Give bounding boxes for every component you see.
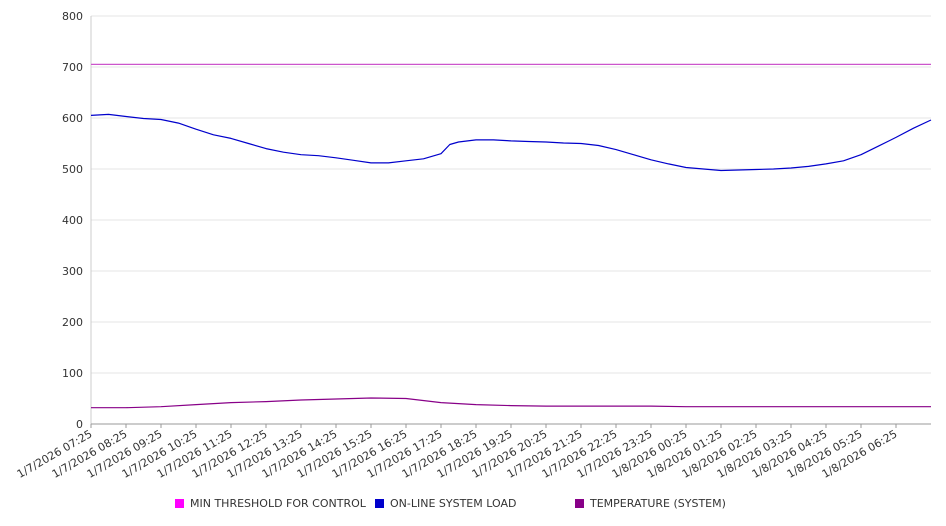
y-tick-labels: 0 100 200 300 400 500 600 700 800 bbox=[62, 10, 83, 431]
legend-swatch-system-load bbox=[375, 499, 384, 508]
legend-label-min-threshold: MIN THRESHOLD FOR CONTROL bbox=[190, 497, 366, 510]
x-tick-labels: 1/7/2026 07:251/7/2026 08:251/7/2026 09:… bbox=[15, 427, 900, 481]
y-tick-label: 0 bbox=[76, 418, 83, 431]
series-line-1 bbox=[90, 113, 932, 172]
y-tick-label: 700 bbox=[62, 61, 83, 74]
legend-swatch-min-threshold bbox=[175, 499, 184, 508]
gridlines bbox=[91, 15, 931, 374]
y-tick-label: 500 bbox=[62, 163, 83, 176]
y-tick-label: 100 bbox=[62, 367, 83, 380]
y-tick-label: 800 bbox=[62, 10, 83, 23]
legend-item-temperature[interactable]: TEMPERATURE (SYSTEM) bbox=[575, 497, 726, 510]
legend: MIN THRESHOLD FOR CONTROL ON-LINE SYSTEM… bbox=[0, 497, 946, 515]
legend-swatch-temperature bbox=[575, 499, 584, 508]
legend-label-temperature: TEMPERATURE (SYSTEM) bbox=[590, 497, 726, 510]
legend-item-system-load[interactable]: ON-LINE SYSTEM LOAD bbox=[375, 497, 516, 510]
y-tick-label: 400 bbox=[62, 214, 83, 227]
y-tick-label: 600 bbox=[62, 112, 83, 125]
series-lines bbox=[90, 63, 932, 409]
y-tick-label: 300 bbox=[62, 265, 83, 278]
y-tick-label: 200 bbox=[62, 316, 83, 329]
series-line-2 bbox=[91, 397, 931, 409]
legend-item-min-threshold[interactable]: MIN THRESHOLD FOR CONTROL bbox=[175, 497, 366, 510]
axes bbox=[90, 16, 931, 428]
legend-label-system-load: ON-LINE SYSTEM LOAD bbox=[390, 497, 517, 510]
